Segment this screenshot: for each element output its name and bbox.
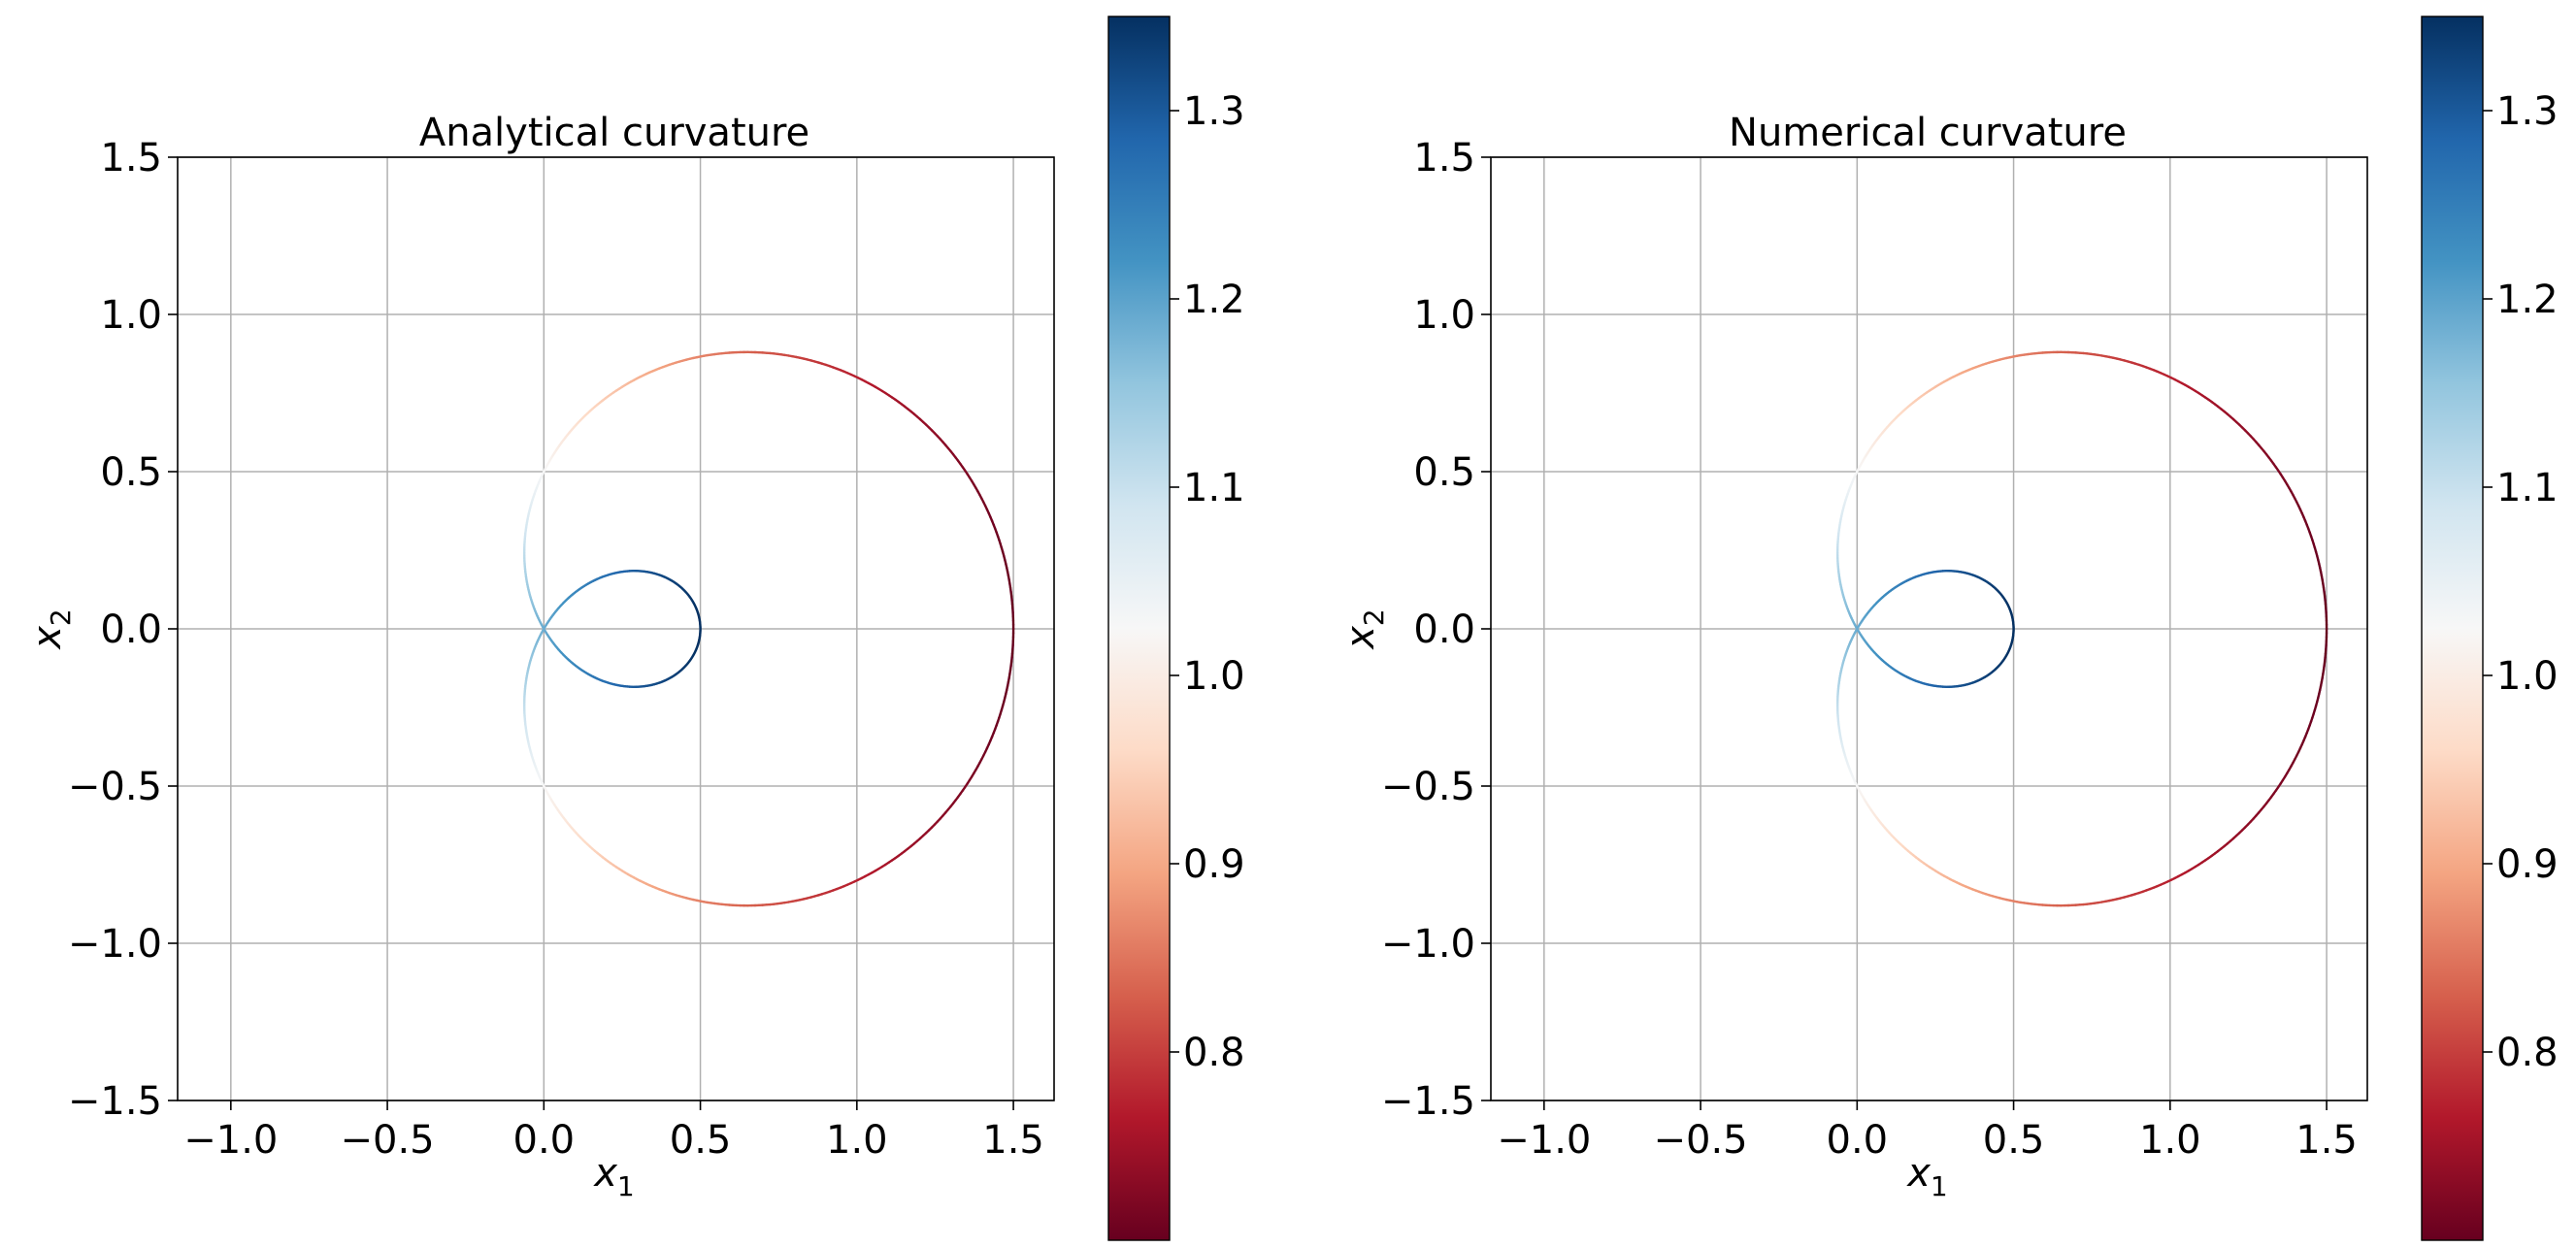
colorbar-tick-label: 1.3 (2496, 89, 2559, 134)
y-axis-label-subscript: 2 (1358, 608, 1390, 626)
x-tick-label: 0.5 (670, 1118, 732, 1163)
colorbar-tick-label: 1.0 (2496, 654, 2559, 699)
colorbar-tick-label: 0.8 (1183, 1031, 1245, 1075)
x-tick-label: 1.5 (2295, 1118, 2358, 1163)
x-tick-label: −0.5 (341, 1118, 435, 1163)
colorbar-tick-label: 1.3 (1183, 89, 1245, 134)
x-tick-label: −1.0 (1497, 1118, 1591, 1163)
x-tick-label: 1.5 (982, 1118, 1044, 1163)
y-tick-label: −1.0 (68, 922, 162, 967)
y-tick-label: 1.0 (1413, 293, 1475, 338)
colorbar-tick-label: 0.8 (2496, 1031, 2559, 1075)
curvature-curve (522, 350, 1015, 907)
colorbar-tick-label: 0.9 (1183, 842, 1245, 887)
y-axis-label-subscript: 2 (45, 608, 77, 626)
x-axis-label-subscript: 1 (1931, 1170, 1948, 1202)
colorbar-ticks: 0.8 0.9 1.0 1.1 1.2 1.3 (2483, 89, 2559, 1075)
chart-panel-analytical: Analytical curvature −1.0 −0.5 0.0 0.5 1.0 1.… (25, 16, 1245, 1241)
colorbar-tick-label: 1.2 (2496, 278, 2559, 322)
colorbar-tick-label: 1.0 (1183, 654, 1245, 699)
x-axis-label: x1 (1905, 1151, 1948, 1202)
x-tick-label: 1.0 (826, 1118, 888, 1163)
colorbar-tick-label: 1.2 (1183, 278, 1245, 322)
grid-lines (178, 156, 1054, 1101)
colorbar-tick-label: 1.1 (1183, 466, 1245, 510)
x-tick-label: 0.5 (1983, 1118, 2045, 1163)
curvature-curve (1835, 350, 2328, 907)
y-tick-label: 1.5 (1413, 136, 1475, 181)
x-tick-label: −1.0 (183, 1118, 278, 1163)
y-axis-ticks: −1.5 −1.0 −0.5 0.0 0.5 1.0 1.5 (68, 136, 178, 1124)
y-tick-label: 0.5 (100, 450, 162, 495)
chart-title: Numerical curvature (1729, 111, 2127, 155)
x-axis-label: x1 (592, 1151, 635, 1202)
y-tick-label: −0.5 (1381, 765, 1475, 809)
x-axis-ticks: −1.0 −0.5 0.0 0.5 1.0 1.5 (1497, 1100, 2358, 1163)
y-tick-label: −1.5 (1381, 1079, 1475, 1124)
grid-lines (1491, 156, 2367, 1101)
y-tick-label: −0.5 (68, 765, 162, 809)
x-tick-label: 1.0 (2139, 1118, 2201, 1163)
y-tick-label: −1.0 (1381, 922, 1475, 967)
x-tick-label: 0.0 (513, 1118, 576, 1163)
y-tick-label: 0.5 (1413, 450, 1475, 495)
y-axis-ticks: −1.5 −1.0 −0.5 0.0 0.5 1.0 1.5 (1381, 136, 1491, 1124)
colorbar-ticks: 0.8 0.9 1.0 1.1 1.2 1.3 (1170, 89, 1245, 1075)
x-tick-label: −0.5 (1654, 1118, 1748, 1163)
colorbar-tick-label: 0.9 (2496, 842, 2559, 887)
x-axis-label-subscript: 1 (617, 1170, 635, 1202)
chart-title: Analytical curvature (419, 111, 809, 155)
colorbar (1107, 16, 1171, 1241)
y-axis-label: x2 (25, 608, 77, 651)
x-axis-ticks: −1.0 −0.5 0.0 0.5 1.0 1.5 (183, 1100, 1044, 1163)
y-tick-label: 1.0 (100, 293, 162, 338)
x-tick-label: 0.0 (1827, 1118, 1889, 1163)
colorbar (2421, 16, 2484, 1241)
y-tick-label: 0.0 (100, 608, 162, 652)
y-axis-label: x2 (1338, 608, 1390, 651)
y-tick-label: 0.0 (1413, 608, 1475, 652)
y-tick-label: 1.5 (100, 136, 162, 181)
y-tick-label: −1.5 (68, 1079, 162, 1124)
colorbar-tick-label: 1.1 (2496, 466, 2559, 510)
chart-panel-numerical: Numerical curvature −1.0 −0.5 0.0 0.5 1.0 1.5… (1338, 16, 2559, 1241)
